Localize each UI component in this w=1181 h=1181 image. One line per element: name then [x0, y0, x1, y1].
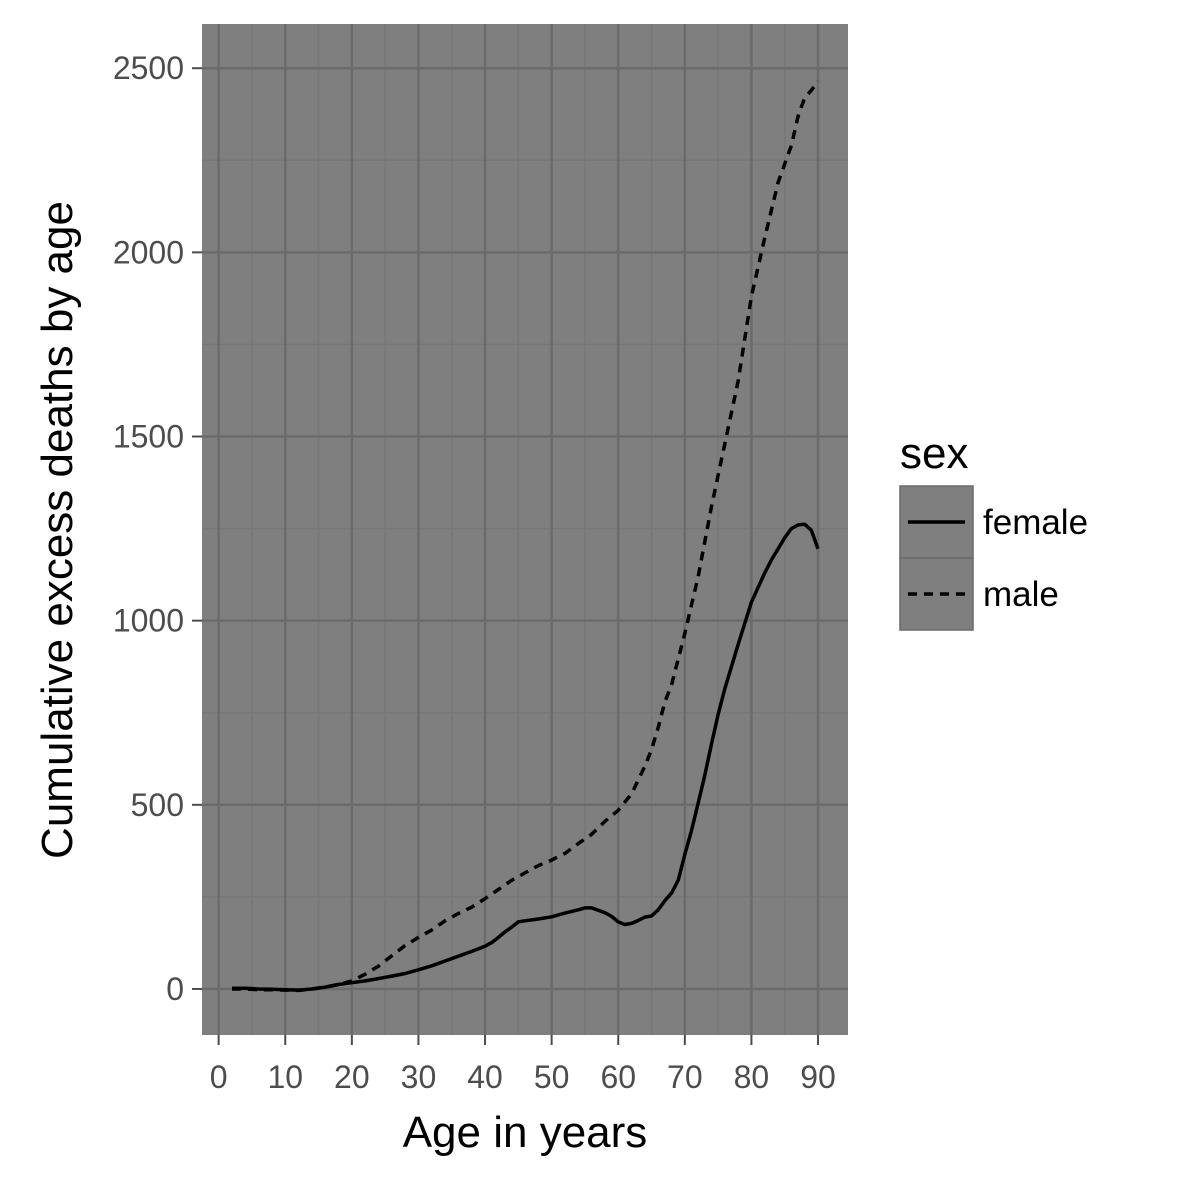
- x-axis-title: Age in years: [403, 1108, 648, 1157]
- y-tick-label: 0: [166, 971, 184, 1007]
- x-tick-label: 30: [401, 1059, 437, 1095]
- y-axis-title: Cumulative excess deaths by age: [33, 201, 82, 859]
- y-tick-label: 2000: [113, 234, 184, 270]
- legend-items: female male: [899, 485, 1088, 631]
- x-axis-ticks: 0 10 20 30 40 50 60 70 80 90: [210, 1035, 836, 1095]
- y-tick-label: 1500: [113, 419, 184, 455]
- x-tick-label: 90: [800, 1059, 836, 1095]
- x-tick-label: 80: [734, 1059, 770, 1095]
- legend-label-female: female: [983, 503, 1088, 542]
- legend-label-male: male: [983, 575, 1059, 614]
- series-lines: [232, 80, 820, 993]
- y-tick-label: 1000: [113, 603, 184, 639]
- x-tick-label: 40: [467, 1059, 503, 1095]
- x-tick-label: 10: [267, 1059, 303, 1095]
- legend: sex female male: [899, 429, 1088, 631]
- x-tick-label: 50: [534, 1059, 570, 1095]
- x-tick-label: 70: [667, 1059, 703, 1095]
- legend-title: sex: [900, 429, 968, 478]
- y-tick-label: 2500: [113, 50, 184, 86]
- y-axis-ticks: 0 500 1000 1500 2000 2500: [113, 50, 202, 1007]
- x-tick-label: 60: [600, 1059, 636, 1095]
- x-tick-label: 0: [210, 1059, 228, 1095]
- major-gridlines: [202, 24, 848, 1035]
- plot-panel: [202, 24, 848, 1035]
- series-line-male: [232, 80, 820, 993]
- y-tick-label: 500: [131, 787, 184, 823]
- minor-gridlines: [202, 24, 848, 1035]
- series-line-female: [232, 522, 820, 992]
- x-tick-label: 20: [334, 1059, 370, 1095]
